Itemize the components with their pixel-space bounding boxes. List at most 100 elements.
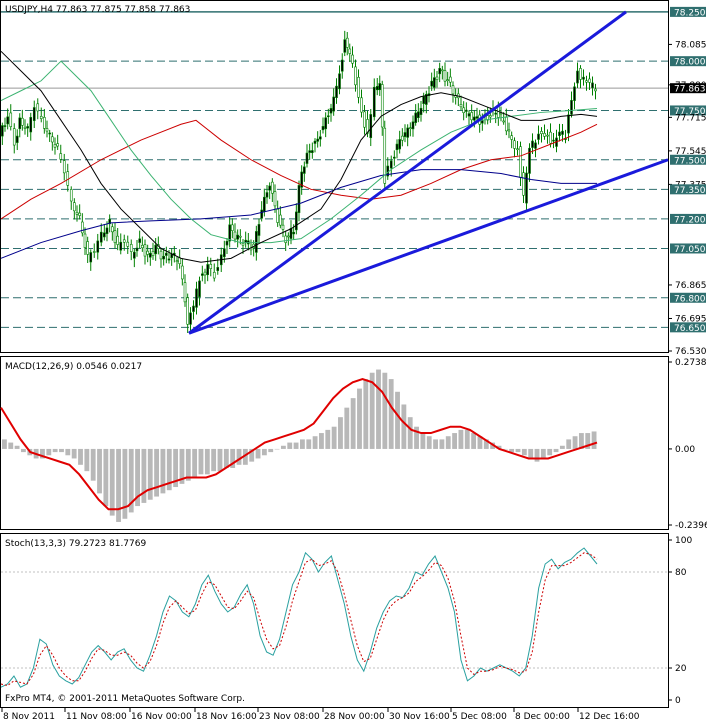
macd-histogram-bar (109, 448, 115, 516)
stoch-panel-frame (0, 533, 669, 708)
macd-histogram-bar (261, 448, 267, 456)
price-tick-label: 76.800 (674, 294, 706, 304)
candle-body (86, 241, 89, 255)
stoch-tick-label: 80 (675, 568, 687, 578)
price-tick-label: 78.000 (674, 58, 706, 68)
candle-body (1, 125, 4, 137)
macd-tick-label: -0.2396 (675, 521, 707, 531)
macd-histogram-bar (433, 439, 438, 449)
candle-body (369, 114, 373, 139)
price-label-box (670, 184, 706, 195)
macd-histogram-bar (534, 448, 540, 462)
candle-body (257, 224, 261, 236)
candle-body (195, 288, 198, 308)
macd-tick-label: 0.00 (675, 445, 695, 455)
macd-histogram-bar (116, 448, 121, 522)
date-tick-label: 12 Dec 16:00 (579, 712, 640, 722)
candle-body (62, 160, 66, 174)
candle-body (92, 251, 96, 253)
candle-body (324, 117, 327, 130)
candle-body (216, 267, 220, 271)
macd-histogram-bar (71, 448, 77, 459)
candle-body (446, 79, 449, 81)
candle-body (26, 126, 29, 129)
macd-histogram-bar (160, 448, 166, 494)
candle-body (348, 48, 352, 54)
candle-body (103, 232, 106, 238)
candle-body (126, 241, 130, 247)
macd-histogram-bar (242, 448, 248, 465)
candle-body (236, 234, 239, 240)
candle-body (146, 250, 149, 255)
candle-body (78, 212, 81, 216)
macd-histogram-bar (559, 445, 565, 449)
candle-body (135, 247, 139, 252)
macd-histogram-bar (388, 379, 394, 449)
candle-body (201, 273, 204, 276)
candle-body (467, 113, 471, 117)
candle-body (56, 143, 59, 147)
macd-histogram-bar (287, 442, 293, 449)
macd-histogram-bar (420, 433, 426, 449)
candle-body (311, 150, 314, 153)
candle-body (343, 39, 347, 53)
candle-body (570, 100, 573, 115)
candle-body (316, 138, 319, 142)
candle-body (499, 112, 503, 115)
candle-body (162, 255, 165, 260)
macd-histogram-bar (509, 448, 515, 453)
macd-histogram-bar (483, 439, 489, 449)
candle-body (9, 112, 13, 127)
candle-body (43, 117, 46, 129)
macd-histogram-bar (52, 448, 58, 453)
candle-body (567, 114, 570, 134)
candle-body (516, 148, 519, 151)
macd-histogram-bar (236, 448, 242, 465)
macd-histogram-bar (331, 426, 337, 449)
candle-body (233, 231, 237, 240)
macd-histogram-bar (192, 448, 198, 478)
candle-body (141, 244, 144, 249)
candle-body (133, 251, 136, 259)
candle-body (366, 119, 369, 134)
candle-body (265, 192, 269, 198)
candle-body (441, 69, 444, 72)
candle-body (438, 68, 441, 75)
price-tick-label: 77.750 (674, 107, 706, 117)
candle-body (287, 235, 290, 238)
macd-histogram-bar (274, 448, 280, 450)
candle-body (143, 244, 147, 257)
candle-body (507, 129, 511, 132)
candle-body (186, 297, 189, 325)
candle-body (505, 117, 508, 132)
macd-histogram-bar (382, 372, 388, 449)
candle-body (122, 239, 126, 243)
candle-body (380, 84, 384, 128)
candle-body (519, 146, 522, 178)
candle-body (167, 258, 171, 261)
macd-histogram-bar (572, 436, 578, 449)
date-tick-label: 18 Nov 16:00 (196, 712, 257, 722)
candle-body (363, 111, 366, 128)
price-tick-label: 76.530 (675, 347, 707, 357)
candle-body (354, 66, 357, 86)
candle-body (372, 86, 376, 118)
macd-histogram-bar (280, 445, 286, 449)
candle-body (297, 185, 301, 213)
candle-body (573, 86, 576, 101)
macd-histogram-bar (496, 445, 502, 449)
candle-body (289, 228, 293, 239)
macd-histogram-bar (2, 439, 7, 449)
candle-body (260, 209, 263, 219)
candle-body (451, 85, 455, 95)
macd-histogram-bar (179, 448, 185, 484)
candle-body (284, 235, 287, 243)
macd-histogram-bar (414, 426, 419, 449)
macd-histogram-bar (319, 433, 324, 449)
stoch-tick-label: 100 (675, 536, 692, 546)
candle-body (375, 86, 379, 91)
candle-body (279, 214, 282, 226)
candle-body (203, 271, 207, 276)
candle-body (111, 226, 114, 233)
candle-body (389, 160, 393, 169)
